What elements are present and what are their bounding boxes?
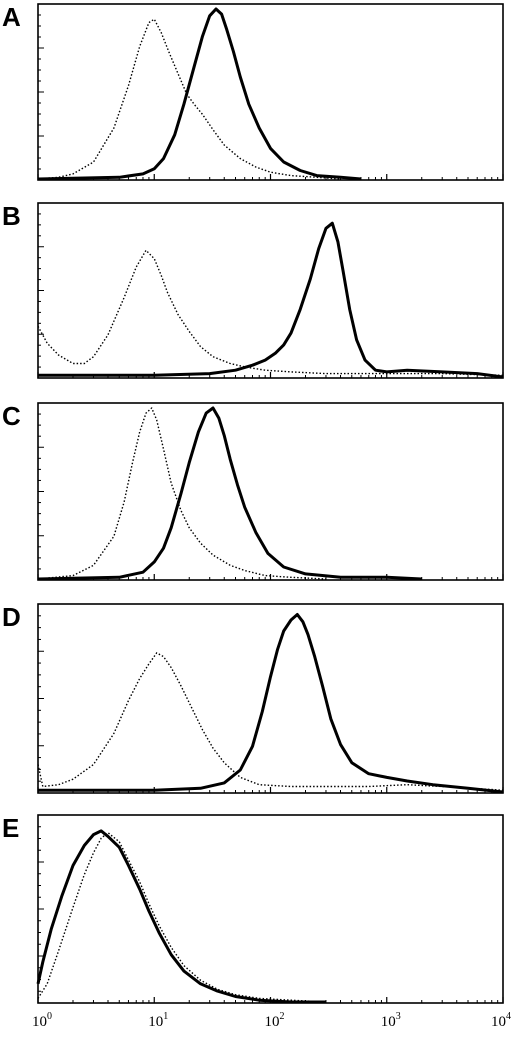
solid-histogram-line bbox=[36, 829, 326, 1004]
dotted-histogram-line bbox=[37, 652, 504, 791]
y-axis-ticks bbox=[38, 413, 44, 570]
panel-d: D bbox=[2, 602, 504, 794]
dotted-histogram-line bbox=[37, 249, 504, 376]
solid-histogram-line bbox=[38, 613, 504, 794]
x-tick-label: 100 bbox=[32, 1011, 52, 1030]
solid-histogram-line bbox=[38, 221, 504, 379]
plot-frame bbox=[37, 3, 504, 181]
y-axis-ticks bbox=[38, 213, 44, 368]
x-tick-label: 103 bbox=[381, 1011, 401, 1030]
panel-label: B bbox=[2, 201, 21, 231]
plot-frame bbox=[37, 603, 504, 794]
panel-label: C bbox=[2, 401, 21, 431]
plot-frame bbox=[37, 202, 504, 379]
plot-frame bbox=[37, 402, 504, 581]
x-tick-label: 104 bbox=[491, 1011, 511, 1030]
panel-c: C bbox=[2, 401, 504, 581]
dotted-histogram-line bbox=[37, 18, 341, 180]
plot-frame bbox=[37, 814, 504, 1004]
x-axis-tick-labels: 100 101 102 103 104 bbox=[32, 1011, 511, 1030]
y-axis-ticks bbox=[38, 14, 44, 170]
dotted-histogram-line bbox=[37, 407, 327, 580]
solid-histogram-line bbox=[37, 7, 362, 181]
y-axis-ticks bbox=[38, 615, 44, 782]
panel-e: E bbox=[2, 813, 504, 1004]
panel-label: E bbox=[2, 813, 19, 843]
solid-histogram-line bbox=[37, 406, 422, 581]
panel-b: B bbox=[2, 201, 504, 379]
panel-a: A bbox=[2, 2, 504, 181]
x-tick-label: 102 bbox=[265, 1011, 285, 1030]
panel-label: D bbox=[2, 602, 21, 632]
y-axis-ticks bbox=[38, 826, 44, 992]
dotted-histogram-line bbox=[37, 832, 327, 1003]
panel-label: A bbox=[2, 2, 21, 32]
x-tick-label: 101 bbox=[148, 1011, 168, 1030]
